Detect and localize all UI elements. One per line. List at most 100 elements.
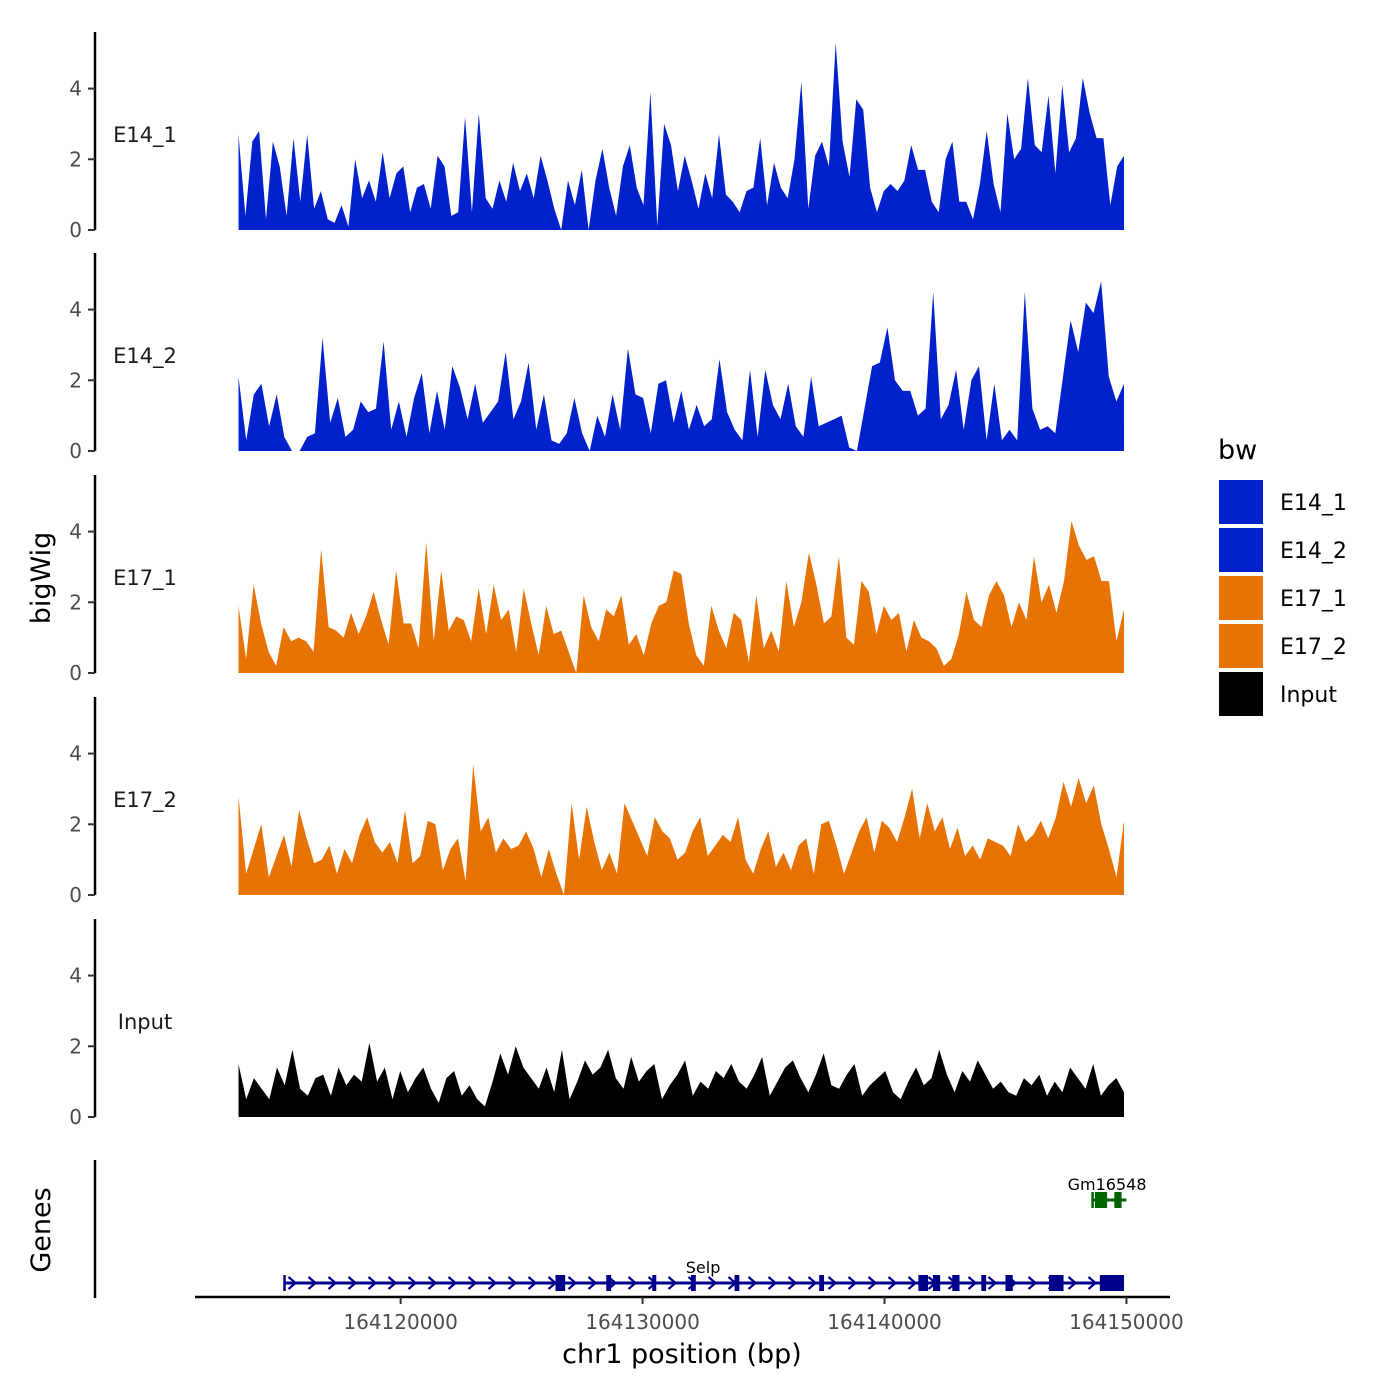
strand-arrow [827,1276,838,1290]
strand-arrow [847,1276,858,1290]
track-E17_2: 0 2 4 E17_2 [69,697,1125,907]
strand-arrow [1027,1276,1038,1290]
exon-block [734,1275,740,1291]
track-label: E14_2 [113,344,177,369]
track-label: Input [118,1010,172,1034]
coverage-area-E14_2 [238,281,1125,451]
track-label: E17_2 [113,788,177,813]
exon-block [555,1275,566,1291]
exon-block [1005,1275,1013,1291]
y-tick-label: 4 [69,964,82,988]
y-tick-label: 2 [69,590,82,614]
y-tick-label: 0 [69,439,82,463]
track-E14_1: 0 2 4 E14_1 [69,32,1125,242]
x-axis: 164120000 164130000 164140000 164150000 [195,1295,1184,1334]
exon-block [952,1275,960,1291]
legend-label: Input [1280,683,1337,708]
gene-label: Gm16548 [1068,1175,1147,1194]
x-tick-label: 164120000 [343,1310,458,1334]
gene-label: Selp [686,1258,721,1277]
strand-arrow [1067,1276,1078,1290]
track-Input: 0 2 4 Input [69,919,1125,1129]
track-E17_1: 0 2 4 E17_1 [69,475,1125,685]
y-tick-label: 2 [69,812,82,836]
strand-arrow [287,1276,298,1290]
strand-arrow [487,1276,498,1290]
y-tick-label: 2 [69,368,82,392]
track-label: E17_1 [113,566,177,591]
strand-arrow [667,1276,678,1290]
strand-arrow [807,1276,818,1290]
strand-arrow [407,1276,418,1290]
y-tick-label: 0 [69,883,82,907]
strand-arrow [347,1276,358,1290]
x-tick-label: 164150000 [1069,1310,1184,1334]
coverage-area-E17_2 [238,764,1125,895]
legend-key-Input [1219,672,1263,716]
strand-arrow [467,1276,478,1290]
genes-panel: Selp Gm16548 [93,1160,1147,1298]
strand-arrow [387,1276,398,1290]
y-tick-label: 4 [69,520,82,544]
strand-arrow [307,1276,318,1290]
legend: bw E14_1 E14_2 E17_1 E17_2 Input [1218,435,1347,716]
x-tick-label: 164130000 [585,1310,700,1334]
strand-arrow [967,1276,978,1290]
strand-arrow [367,1276,378,1290]
strand-arrow [987,1276,998,1290]
exon-block [918,1275,929,1291]
strand-arrow [907,1276,918,1290]
genes-axis-title: Genes [26,1187,57,1272]
strand-arrow [587,1276,598,1290]
y-tick-label: 4 [69,298,82,322]
strand-arrow [747,1276,758,1290]
exon-block [652,1275,657,1291]
legend-key-E17_2 [1219,624,1263,668]
strand-arrow [427,1276,438,1290]
exon-block [606,1275,612,1291]
coverage-area-E14_1 [238,42,1125,230]
legend-key-E14_2 [1219,528,1263,572]
exon-block [981,1275,987,1291]
exon-block [1114,1192,1122,1208]
strand-arrow [887,1276,898,1290]
strand-arrow [447,1276,458,1290]
exon-block [1095,1192,1108,1208]
track-E14_2: 0 2 4 E14_2 [69,253,1125,463]
x-axis-title: chr1 position (bp) [562,1339,802,1370]
y-tick-label: 0 [69,218,82,242]
exon-block [932,1275,941,1291]
coverage-area-E17_1 [238,521,1125,673]
coverage-area-Input [238,1042,1125,1117]
strand-arrow [767,1276,778,1290]
legend-label: E17_2 [1280,635,1347,660]
strand-arrow [1087,1276,1098,1290]
strand-arrow [527,1276,538,1290]
strand-arrow [787,1276,798,1290]
gene-Selp: Selp [283,1258,1125,1291]
legend-title: bw [1218,435,1257,466]
exon-block [690,1275,696,1291]
strand-arrow [567,1276,578,1290]
gene-Gm16548: Gm16548 [1068,1175,1147,1208]
strand-arrow [707,1276,718,1290]
exon-block [1099,1275,1125,1291]
strand-arrow [327,1276,338,1290]
x-tick-label: 164140000 [827,1310,942,1334]
strand-arrow [507,1276,518,1290]
y-axis-title: bigWig [26,532,57,625]
track-label: E14_1 [113,123,177,148]
coverage-tracks: 0 2 4 E14_1 0 2 4 E14_2 0 2 4 E17_1 0 2 4 E17_2 0 2 4 Input [69,32,1125,1129]
y-tick-label: 4 [69,77,82,101]
y-tick-label: 4 [69,742,82,766]
strand-arrow [867,1276,878,1290]
legend-key-E17_1 [1219,576,1263,620]
y-tick-label: 0 [69,661,82,685]
y-tick-label: 0 [69,1105,82,1129]
legend-label: E17_1 [1280,587,1347,612]
y-tick-label: 2 [69,1034,82,1058]
exon-block [819,1275,825,1291]
legend-label: E14_1 [1280,491,1347,516]
legend-label: E14_2 [1280,539,1347,564]
